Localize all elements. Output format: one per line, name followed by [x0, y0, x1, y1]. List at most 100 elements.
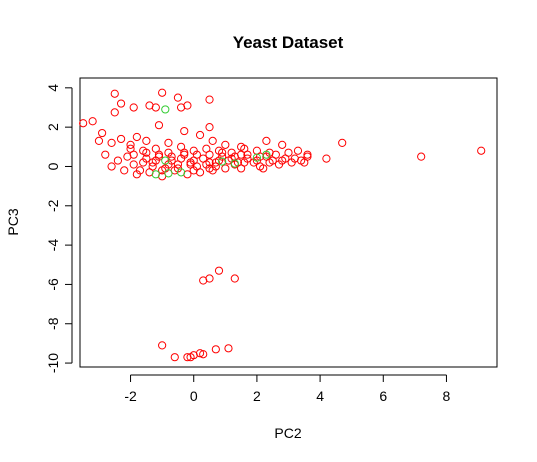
data-point — [211, 158, 220, 167]
data-point — [221, 164, 230, 173]
data-point — [303, 150, 312, 159]
data-point — [265, 158, 274, 167]
data-point — [205, 164, 214, 173]
data-point — [262, 150, 271, 159]
y-tick-label: -8 — [45, 317, 61, 330]
data-point — [477, 146, 486, 155]
data-point — [164, 138, 173, 147]
data-point — [116, 134, 126, 144]
data-point — [205, 95, 214, 104]
x-tick-label: 2 — [253, 388, 261, 404]
x-tick-label: 6 — [379, 388, 387, 404]
data-point — [142, 136, 151, 146]
data-point — [107, 138, 116, 147]
data-point — [195, 130, 205, 140]
data-point — [218, 148, 227, 157]
data-point — [417, 152, 426, 161]
data-point — [259, 164, 268, 173]
data-point — [221, 140, 230, 149]
data-point — [284, 148, 293, 157]
data-points — [79, 88, 486, 362]
y-tick-label: -10 — [45, 353, 61, 373]
data-point — [233, 158, 243, 167]
data-point — [170, 353, 179, 362]
data-point — [199, 350, 208, 359]
data-point — [167, 152, 176, 161]
data-point — [129, 160, 138, 169]
data-point — [148, 158, 157, 167]
data-point — [110, 108, 119, 117]
data-point — [158, 88, 167, 97]
plot-frame — [79, 77, 498, 368]
data-point — [243, 150, 252, 159]
data-point — [113, 156, 123, 165]
data-point — [180, 148, 189, 157]
y-axis: 4 2 0 -2 -4 -6 -8 -10 — [45, 84, 73, 373]
data-point — [161, 156, 170, 165]
data-point — [183, 101, 192, 110]
y-tick-label: -2 — [45, 199, 61, 212]
y-tick-label: 2 — [45, 123, 61, 131]
data-point — [252, 153, 262, 162]
data-point — [322, 154, 331, 163]
data-point — [205, 123, 214, 132]
data-point — [132, 170, 141, 179]
data-point — [142, 148, 151, 157]
data-point — [218, 157, 227, 166]
x-tick-label: -2 — [124, 388, 137, 404]
data-point — [214, 266, 224, 275]
chart-title: Yeast Dataset — [233, 33, 344, 52]
data-point — [132, 132, 141, 142]
data-point — [151, 170, 160, 179]
data-point — [120, 166, 129, 175]
data-point — [208, 136, 217, 146]
data-point — [211, 345, 220, 354]
data-point — [126, 140, 135, 149]
data-point — [154, 150, 164, 159]
data-point — [158, 341, 167, 350]
data-point — [151, 103, 160, 112]
x-tick-label: 4 — [316, 388, 324, 404]
data-point — [205, 150, 214, 159]
data-point — [129, 103, 138, 112]
data-point — [293, 146, 303, 155]
y-tick-label: 0 — [45, 162, 61, 170]
data-point — [224, 344, 233, 353]
data-point — [278, 156, 287, 165]
data-point — [230, 159, 239, 168]
x-axis-label: PC2 — [274, 425, 301, 441]
data-point — [230, 274, 239, 283]
data-point — [101, 150, 110, 159]
data-point — [94, 136, 104, 146]
data-point — [271, 150, 280, 159]
data-point — [192, 150, 201, 159]
data-point — [116, 99, 126, 108]
x-axis: -2 0 2 4 6 8 — [124, 374, 451, 404]
data-point — [300, 158, 309, 167]
y-tick-label: -6 — [45, 278, 61, 291]
data-point — [278, 140, 287, 149]
y-tick-label: 4 — [45, 84, 61, 92]
data-point — [186, 353, 195, 362]
data-point — [176, 168, 186, 177]
y-tick-label: -4 — [45, 239, 61, 252]
y-axis-label: PC3 — [5, 208, 21, 235]
data-point — [110, 89, 119, 98]
data-point — [164, 169, 173, 178]
data-point — [205, 274, 214, 283]
data-point — [154, 121, 164, 130]
data-point — [129, 150, 138, 159]
data-point — [79, 119, 88, 128]
data-point — [173, 93, 183, 102]
data-point — [180, 126, 189, 136]
data-point — [107, 162, 116, 171]
data-point — [186, 160, 195, 169]
data-point — [88, 117, 97, 126]
data-point — [139, 158, 148, 167]
data-point — [262, 136, 271, 146]
data-point — [98, 128, 107, 138]
data-point — [195, 349, 205, 358]
data-point — [290, 154, 299, 163]
x-tick-label: 0 — [190, 388, 198, 404]
